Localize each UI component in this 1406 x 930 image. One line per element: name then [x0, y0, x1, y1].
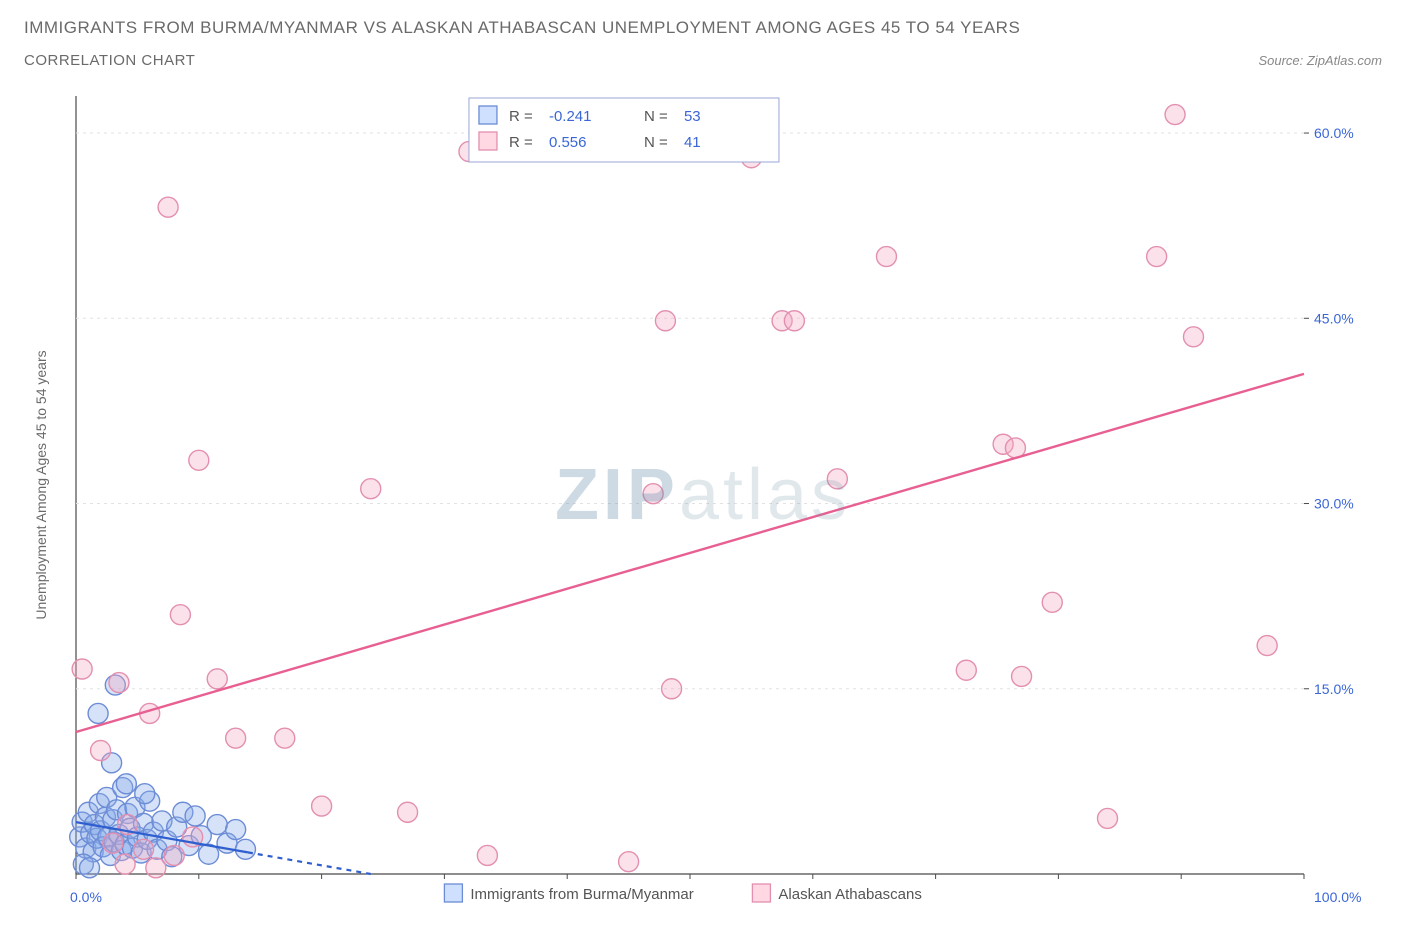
legend-swatch [444, 884, 462, 902]
y-tick-label: 30.0% [1314, 496, 1354, 512]
point-athabascan [1183, 327, 1203, 347]
point-athabascan [312, 796, 332, 816]
point-athabascan [477, 845, 497, 865]
point-burma [116, 774, 136, 794]
point-burma [185, 806, 205, 826]
point-athabascan [655, 311, 675, 331]
y-tick-label: 15.0% [1314, 681, 1354, 697]
source-prefix: Source: [1258, 53, 1306, 68]
point-athabascan [103, 833, 123, 853]
source-name: ZipAtlas.com [1307, 53, 1382, 68]
point-athabascan [361, 479, 381, 499]
point-athabascan [956, 660, 976, 680]
x-tick-label: 0.0% [70, 889, 102, 905]
point-athabascan [398, 802, 418, 822]
y-tick-label: 60.0% [1314, 125, 1354, 141]
chart-title: IMMIGRANTS FROM BURMA/MYANMAR VS ALASKAN… [24, 18, 1382, 38]
stats-swatch [479, 132, 497, 150]
point-burma [80, 858, 100, 878]
point-athabascan [207, 669, 227, 689]
y-axis-label: Unemployment Among Ages 45 to 54 years [33, 350, 49, 619]
point-athabascan [146, 858, 166, 878]
point-athabascan [1042, 592, 1062, 612]
point-athabascan [1147, 247, 1167, 267]
legend-label: Alaskan Athabascans [778, 886, 921, 903]
stats-swatch [479, 106, 497, 124]
point-athabascan [170, 605, 190, 625]
point-athabascan [1012, 666, 1032, 686]
point-burma [226, 820, 246, 840]
x-tick-label: 100.0% [1314, 889, 1361, 905]
stats-r-label: R = [509, 134, 533, 151]
point-athabascan [72, 659, 92, 679]
legend-label: Immigrants from Burma/Myanmar [470, 886, 693, 903]
point-athabascan [115, 854, 135, 874]
point-burma [207, 815, 227, 835]
point-burma [235, 839, 255, 859]
stats-n-value: 41 [684, 134, 701, 151]
point-athabascan [643, 484, 663, 504]
y-tick-label: 45.0% [1314, 310, 1354, 326]
point-athabascan [662, 679, 682, 699]
stats-n-value: 53 [684, 108, 701, 125]
point-athabascan [827, 469, 847, 489]
point-athabascan [226, 728, 246, 748]
trendline-burma-dash [248, 852, 371, 874]
point-athabascan [784, 311, 804, 331]
stats-r-value: 0.556 [549, 134, 587, 151]
point-athabascan [91, 741, 111, 761]
point-burma [88, 703, 108, 723]
point-athabascan [1257, 636, 1277, 656]
stats-n-label: N = [644, 134, 668, 151]
stats-r-value: -0.241 [549, 108, 592, 125]
point-athabascan [164, 845, 184, 865]
point-athabascan [275, 728, 295, 748]
chart-subtitle: CORRELATION CHART [24, 52, 195, 69]
point-athabascan [619, 852, 639, 872]
point-athabascan [134, 839, 154, 859]
point-athabascan [109, 673, 129, 693]
stats-r-label: R = [509, 108, 533, 125]
point-athabascan [158, 197, 178, 217]
trendline-athabascan [76, 374, 1304, 732]
point-athabascan [876, 247, 896, 267]
legend-swatch [752, 884, 770, 902]
point-athabascan [1098, 808, 1118, 828]
point-burma [135, 784, 155, 804]
stats-n-label: N = [644, 108, 668, 125]
source-citation: Source: ZipAtlas.com [1258, 53, 1382, 68]
point-athabascan [189, 450, 209, 470]
point-athabascan [1165, 105, 1185, 125]
correlation-chart: 15.0% 30.0% 45.0% 60.0% 0.0% 100.0% Unemployme… [24, 90, 1382, 916]
